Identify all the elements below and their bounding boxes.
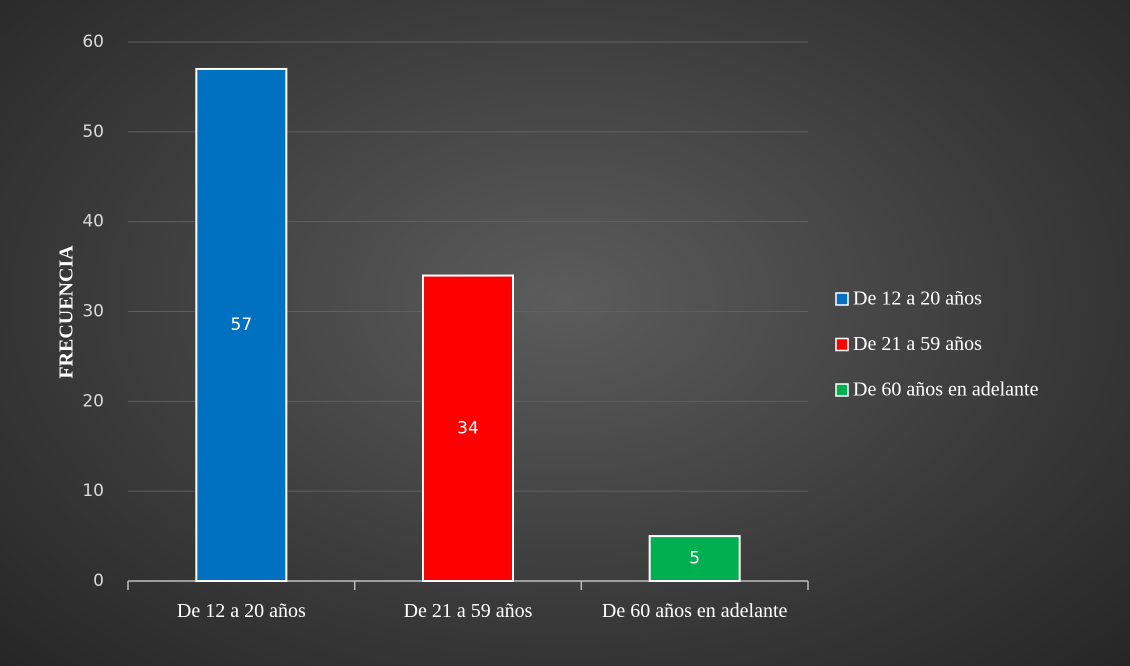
y-tick-label: 40 (82, 212, 104, 232)
legend-swatch (835, 383, 849, 397)
legend-label: De 12 a 20 años (853, 288, 982, 310)
x-tick-label: De 21 a 59 años (403, 600, 533, 622)
x-tick-label: De 60 años en adelante (601, 600, 788, 622)
legend-swatch (835, 292, 849, 306)
value-label: 5 (689, 549, 700, 569)
y-tick-label: 10 (82, 481, 104, 501)
bar (195, 67, 288, 582)
legend-label: De 60 años en adelante (853, 379, 1039, 401)
legend-label: De 21 a 59 años (853, 333, 982, 355)
y-tick-label: 0 (93, 571, 104, 591)
bar (422, 274, 514, 582)
value-label: 34 (457, 418, 479, 438)
y-tick-label: 60 (82, 32, 104, 52)
y-axis-label: FRECUENCIA (56, 245, 78, 379)
bar (648, 535, 741, 582)
y-tick-label: 50 (82, 122, 104, 142)
y-tick-label: 30 (82, 302, 104, 322)
value-label: 57 (231, 315, 253, 335)
y-tick-label: 20 (82, 391, 104, 411)
x-tick-label: De 12 a 20 años (176, 600, 306, 622)
legend-swatch (835, 337, 849, 352)
